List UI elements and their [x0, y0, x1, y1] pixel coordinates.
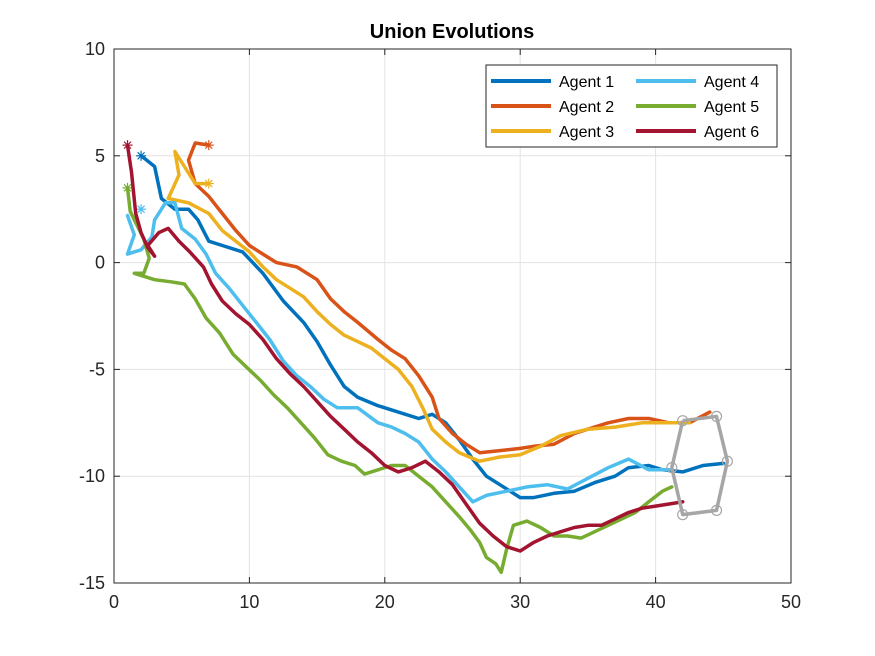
legend-label-agent-6: Agent 6: [704, 124, 759, 141]
series-line-agent-5: [125, 186, 674, 575]
plot-frame: [113, 48, 792, 584]
formation-vertex-marker: [666, 462, 678, 474]
series-line-agent-4: [125, 201, 671, 504]
series-line-agent-6: [125, 143, 685, 553]
y-tick-label: -15: [79, 573, 105, 593]
formation-outline: [670, 414, 730, 517]
legend-label-agent-1: Agent 1: [559, 74, 614, 91]
formation-vertex-marker: [677, 415, 689, 427]
formation-vertex-marker: [710, 410, 723, 422]
y-tick-label: 10: [85, 39, 105, 59]
series-line-agent-3: [166, 149, 692, 463]
x-tick-label: 10: [239, 592, 259, 612]
x-tick-label: 0: [109, 592, 119, 612]
start-marker-agent-5: [122, 182, 133, 193]
start-marker-agent-3: [203, 178, 214, 189]
y-tick-label: -10: [79, 466, 105, 486]
chart-title: Union Evolutions: [370, 21, 534, 43]
start-marker-agent-4: [136, 204, 147, 215]
formation-vertex-marker: [677, 509, 689, 521]
x-tick-label: 20: [375, 592, 395, 612]
x-tick-label: 30: [510, 592, 530, 612]
x-tick-label: 50: [781, 592, 801, 612]
y-tick-label: 5: [95, 146, 105, 166]
series-line-agent-1: [139, 154, 726, 500]
x-tick-label: 40: [646, 592, 666, 612]
ticks: 0 10 20 30 40 50 -15 -10 -5 0 5 10: [79, 39, 801, 612]
formation-vertex-marker: [710, 504, 723, 516]
start-marker-agent-1: [136, 150, 147, 161]
legend-label-agent-2: Agent 2: [559, 99, 614, 116]
series-layer: [122, 140, 726, 575]
start-marker-agent-6: [122, 140, 133, 151]
legend: Agent 1 Agent 2 Agent 3 Agent 4 Agent 5 Agent…: [485, 64, 778, 148]
y-tick-label: 0: [95, 253, 105, 273]
y-tick-label: -5: [89, 359, 105, 379]
legend-label-agent-4: Agent 4: [704, 74, 759, 91]
final-formation: [666, 410, 733, 521]
formation-vertex-marker: [721, 455, 733, 467]
legend-label-agent-3: Agent 3: [559, 124, 614, 141]
start-marker-agent-2: [203, 140, 214, 151]
legend-label-agent-5: Agent 5: [704, 99, 759, 116]
